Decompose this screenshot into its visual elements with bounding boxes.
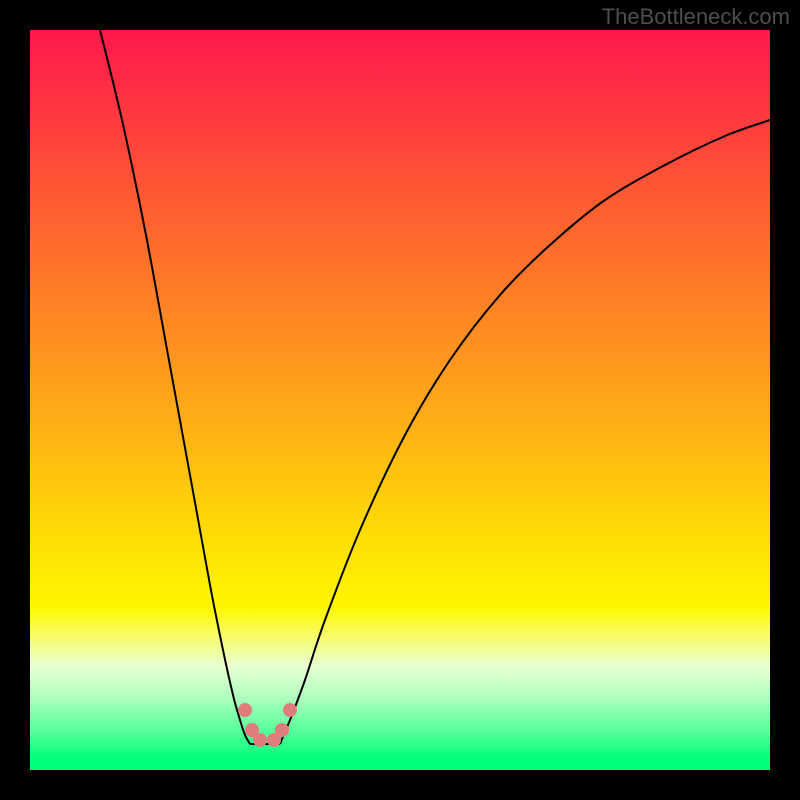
- plot-area: [30, 30, 770, 770]
- dip-marker: [283, 703, 297, 717]
- curve-layer: [30, 30, 770, 770]
- chart-container: TheBottleneck.com: [0, 0, 800, 800]
- right-curve: [280, 120, 770, 744]
- dip-marker: [238, 703, 252, 717]
- watermark-text: TheBottleneck.com: [602, 4, 790, 30]
- dip-marker: [253, 733, 267, 747]
- dip-marker: [275, 723, 289, 737]
- left-curve: [100, 30, 250, 744]
